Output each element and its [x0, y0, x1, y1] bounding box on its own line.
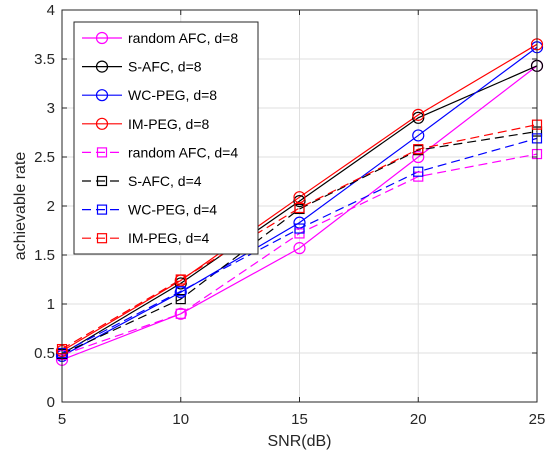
series-line-1	[61, 65, 538, 361]
x-tick-label: 25	[529, 411, 546, 428]
legend-marker-1	[95, 31, 109, 45]
data-point-s2-4	[412, 111, 425, 124]
data-point-s7-3	[294, 223, 305, 234]
axis-ticks	[61, 9, 538, 403]
y-tick-label: 3.5	[34, 51, 55, 68]
y-tick-label: 2.5	[34, 149, 55, 166]
data-point-s4-4	[412, 108, 425, 121]
data-point-s8-3	[294, 202, 305, 214]
legend-label-8: IM-PEG, d=4	[128, 230, 210, 246]
x-tick-label: 10	[172, 411, 189, 428]
data-point-s2-2	[174, 277, 187, 290]
series-line-6	[61, 130, 538, 355]
legend-label-4: IM-PEG, d=8	[128, 116, 210, 132]
legend-label-2: S-AFC, d=8	[128, 59, 202, 75]
series-line-8	[61, 124, 538, 350]
x-axis-tick-labels: 5 10 15 20 25	[58, 411, 546, 428]
legend: random AFC, d=8 S-AFC, d=8 WC-PEG, d=8 IM-P…	[73, 21, 259, 255]
y-tick-label: 1.5	[34, 247, 55, 264]
legend-label-5: random AFC, d=4	[128, 144, 238, 160]
series-line-2	[61, 65, 538, 355]
y-tick-label: 1	[47, 296, 55, 313]
legend-label-7: WC-PEG, d=4	[128, 202, 217, 218]
data-point-s8-4	[413, 144, 424, 155]
y-axis-tick-labels: 0 0.5 1 1.5 2 2.5 3 3.5 4	[34, 2, 55, 411]
series-line-4	[61, 43, 538, 352]
y-tick-label: 2	[47, 198, 55, 215]
x-tick-label: 15	[291, 411, 308, 428]
y-tick-label: 0	[47, 394, 55, 411]
legend-label-6: S-AFC, d=4	[128, 173, 202, 189]
data-point-s7-4	[413, 166, 424, 177]
data-point-s1-4	[412, 150, 425, 164]
legend-marker-5	[96, 147, 108, 158]
x-tick-label: 5	[58, 411, 66, 428]
y-tick-label: 0.5	[34, 345, 55, 362]
data-point-s7-2	[175, 286, 186, 297]
data-point-s5-2	[175, 308, 186, 319]
legend-marker-4	[95, 117, 109, 130]
y-tick-label: 3	[47, 100, 55, 117]
legend-label-3: WC-PEG, d=8	[128, 87, 217, 103]
x-axis-title: SNR(dB)	[267, 433, 331, 450]
legend-marker-8	[96, 233, 108, 244]
y-tick-label: 4	[47, 2, 55, 19]
data-point-s4-3	[293, 191, 306, 204]
data-point-s3-4	[412, 129, 425, 142]
legend-box	[73, 21, 259, 255]
series-line-3	[61, 46, 538, 357]
data-point-s6-2	[175, 294, 186, 305]
data-point-s1-3	[293, 242, 306, 255]
data-point-s3-3	[293, 216, 306, 229]
data-point-s8-2	[175, 274, 186, 285]
legend-marker-7	[96, 204, 108, 215]
data-point-s2-3	[293, 195, 306, 208]
legend-marker-2	[95, 60, 109, 73]
legend-marker-3	[95, 89, 109, 102]
y-axis-title: achievable rate	[12, 152, 29, 261]
data-point-s1-2	[174, 307, 187, 320]
series-lines	[61, 43, 538, 361]
legend-marker-6	[96, 175, 108, 187]
x-tick-label: 20	[410, 411, 427, 428]
legend-label-1: random AFC, d=8	[128, 30, 238, 46]
